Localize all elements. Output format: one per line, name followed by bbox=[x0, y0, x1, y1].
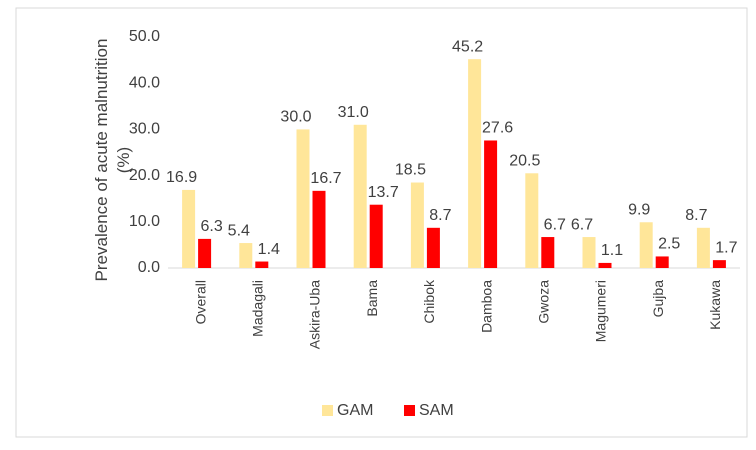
legend-swatch bbox=[322, 405, 333, 416]
value-label: 8.7 bbox=[685, 207, 707, 224]
bar bbox=[468, 59, 482, 269]
x-tick-label: Gwoza bbox=[536, 280, 552, 324]
bar bbox=[655, 256, 669, 268]
value-label: 16.7 bbox=[310, 170, 341, 187]
bar bbox=[296, 129, 310, 268]
value-label: 20.5 bbox=[509, 153, 540, 170]
value-label: 18.5 bbox=[395, 162, 426, 179]
bar bbox=[198, 238, 212, 268]
bar bbox=[239, 243, 253, 268]
bar bbox=[639, 222, 653, 268]
x-tick-label: Askira-Uba bbox=[307, 280, 323, 349]
value-label: 8.7 bbox=[429, 207, 451, 224]
x-tick-label: Damboa bbox=[478, 280, 494, 333]
x-tick-label: Bama bbox=[364, 280, 380, 317]
value-label: 2.5 bbox=[658, 236, 680, 253]
y-tick-label: 10.0 bbox=[129, 213, 160, 230]
x-tick-label: Magumeri bbox=[593, 280, 609, 342]
y-tick-label: 0.0 bbox=[138, 259, 160, 276]
bar bbox=[712, 260, 726, 268]
bar bbox=[598, 262, 612, 268]
y-tick-label: 30.0 bbox=[129, 121, 160, 138]
x-tick-label: Gujba bbox=[650, 280, 666, 318]
bar bbox=[353, 124, 367, 268]
y-tick-label: 20.0 bbox=[129, 167, 160, 184]
value-label: 16.9 bbox=[166, 169, 197, 186]
bar bbox=[484, 140, 498, 268]
value-label: 6.7 bbox=[544, 216, 566, 233]
legend-label: GAM bbox=[337, 402, 373, 419]
value-label: 1.1 bbox=[601, 242, 623, 259]
bar bbox=[255, 261, 269, 268]
bar bbox=[582, 237, 596, 268]
bar bbox=[182, 189, 196, 268]
bar bbox=[369, 204, 383, 268]
value-label: 27.6 bbox=[482, 120, 513, 137]
value-label: 6.7 bbox=[571, 216, 593, 233]
x-tick-label: Chibok bbox=[421, 279, 437, 324]
value-label: 1.4 bbox=[258, 241, 280, 258]
legend-swatch bbox=[404, 405, 415, 416]
bar bbox=[312, 190, 326, 268]
value-label: 9.9 bbox=[628, 201, 650, 218]
value-label: 13.7 bbox=[368, 184, 399, 201]
bar bbox=[426, 227, 440, 268]
bar bbox=[696, 227, 710, 268]
value-label: 31.0 bbox=[338, 104, 369, 121]
y-tick-label: 40.0 bbox=[129, 74, 160, 91]
x-tick-label: Madagali bbox=[250, 280, 266, 337]
bar bbox=[525, 173, 539, 268]
x-tick-label: Kukawa bbox=[707, 280, 723, 330]
value-label: 45.2 bbox=[452, 38, 483, 55]
y-axis-label: Prevalence of acute malnutrition (%) bbox=[92, 38, 133, 282]
y-tick-label: 50.0 bbox=[129, 28, 160, 45]
value-label: 6.3 bbox=[200, 218, 222, 235]
x-tick-label: Overall bbox=[192, 280, 208, 324]
legend-label: SAM bbox=[419, 402, 454, 419]
bar bbox=[410, 182, 424, 268]
bar bbox=[541, 237, 555, 268]
value-label: 5.4 bbox=[228, 222, 250, 239]
value-label: 30.0 bbox=[280, 109, 311, 126]
value-label: 1.7 bbox=[715, 239, 737, 256]
